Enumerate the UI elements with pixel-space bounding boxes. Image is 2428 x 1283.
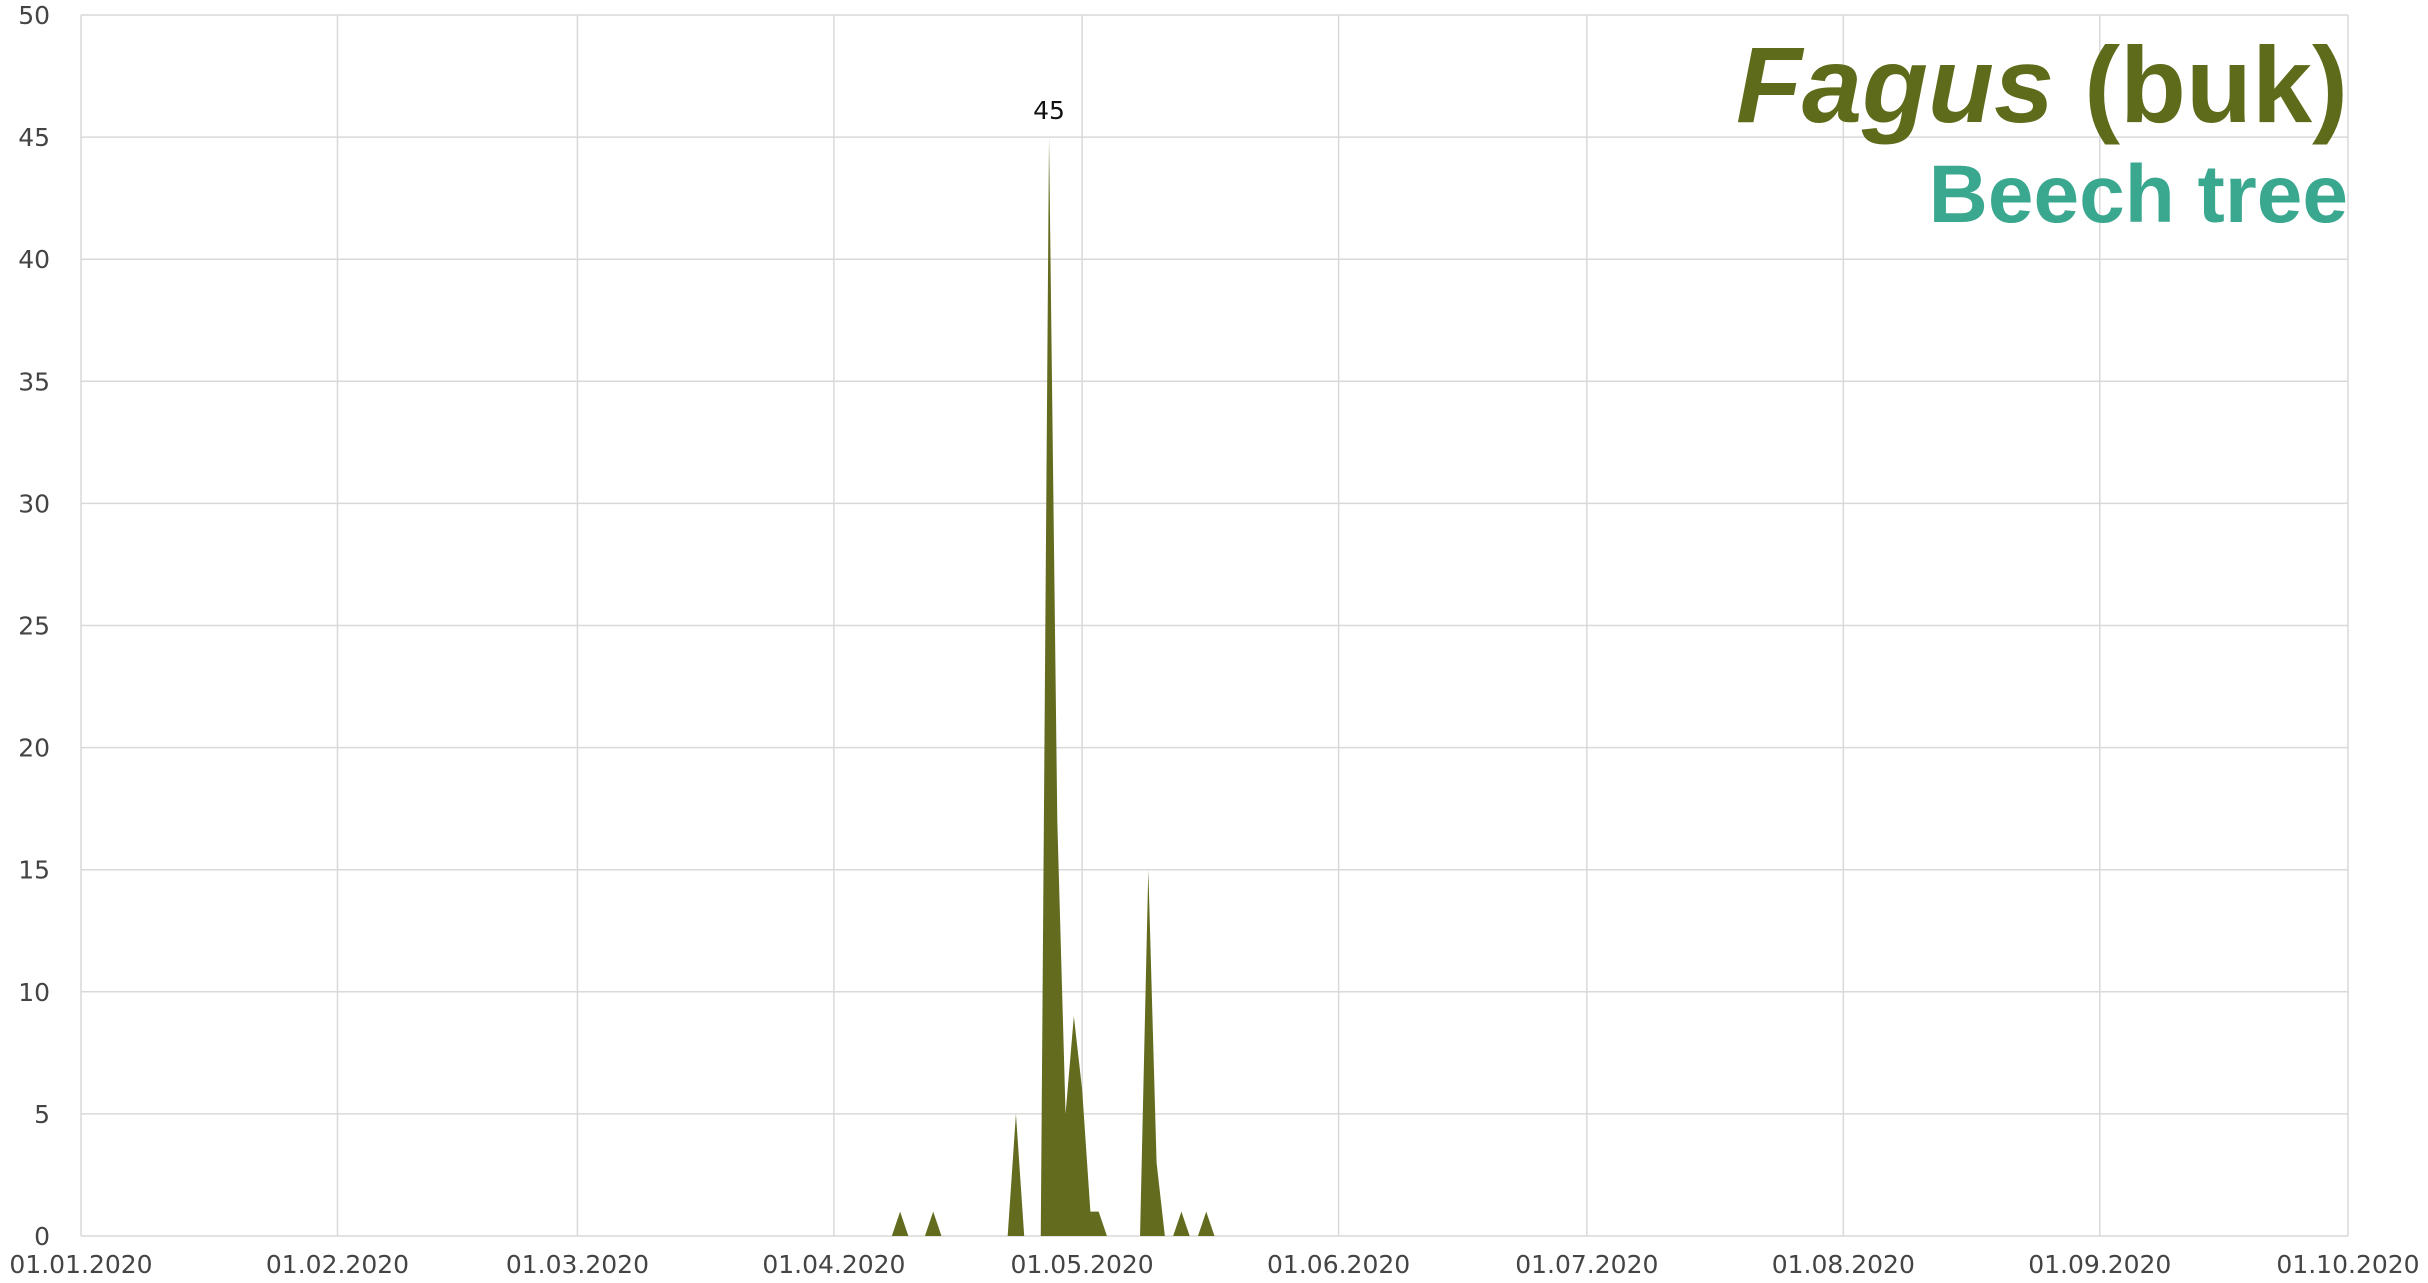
y-tick-label: 25 xyxy=(18,612,50,641)
y-tick-label: 50 xyxy=(18,1,50,30)
x-tick-label: 01.02.2020 xyxy=(266,1250,409,1279)
y-tick-label: 20 xyxy=(18,734,50,763)
plot-area: 0 5 10 15 20 25 30 35 40 45 50 01.01.2020 01.02.2020… xyxy=(9,1,2419,1279)
x-tick-label: 01.01.2020 xyxy=(9,1250,152,1279)
x-tick-label: 01.08.2020 xyxy=(1772,1250,1915,1279)
title-space xyxy=(2054,24,2084,145)
y-tick-label: 45 xyxy=(18,123,50,152)
y-tick-label: 30 xyxy=(18,489,50,518)
y-tick-label: 40 xyxy=(18,245,50,274)
x-tick-label: 01.05.2020 xyxy=(1011,1250,1154,1279)
data-label: 45 xyxy=(1033,96,1065,125)
x-tick-label: 01.06.2020 xyxy=(1267,1250,1410,1279)
x-tick-label: 01.04.2020 xyxy=(762,1250,905,1279)
y-tick-label: 10 xyxy=(18,978,50,1007)
title-local: (buk) xyxy=(2084,24,2348,145)
x-tick-label: 01.07.2020 xyxy=(1515,1250,1658,1279)
x-tick-label: 01.09.2020 xyxy=(2028,1250,2171,1279)
y-tick-label: 15 xyxy=(18,856,50,885)
y-tick-label: 5 xyxy=(34,1100,50,1129)
chart-title: Fagus (buk) xyxy=(1736,24,2348,145)
x-tick-label: 01.10.2020 xyxy=(2276,1250,2419,1279)
y-tick-label: 0 xyxy=(34,1222,50,1251)
title-genus: Fagus xyxy=(1736,24,2054,145)
chart-subtitle: Beech tree xyxy=(1929,149,2348,240)
y-tick-label: 35 xyxy=(18,367,50,396)
area xyxy=(867,137,1240,1237)
x-tick-label: 01.03.2020 xyxy=(506,1250,649,1279)
